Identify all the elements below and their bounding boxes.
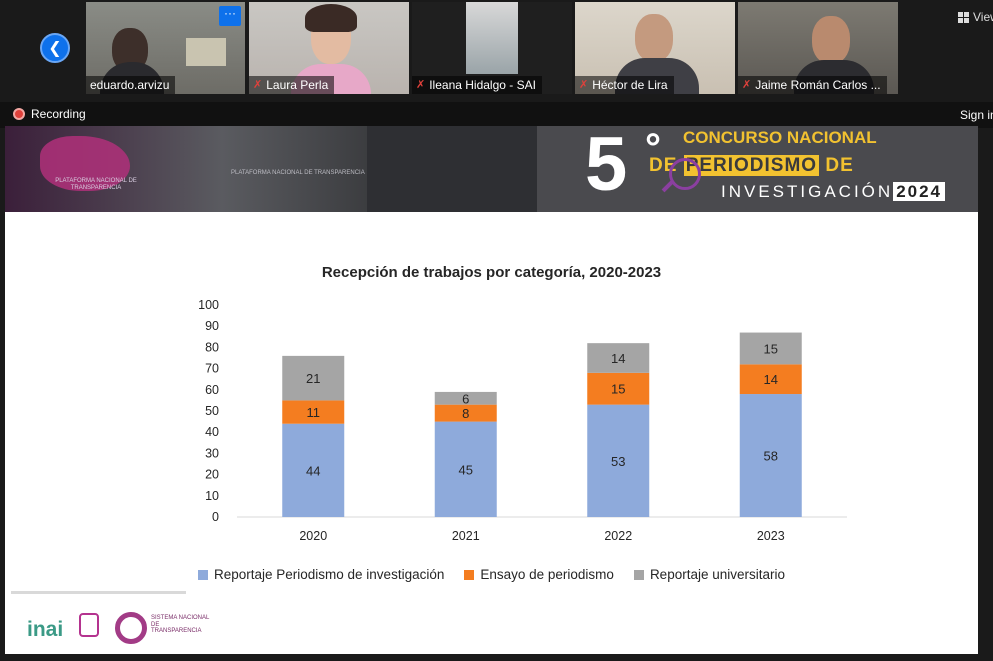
previous-page-button[interactable]: ❮	[40, 33, 70, 63]
record-icon	[13, 108, 25, 120]
inai-logo: inai	[27, 618, 64, 641]
snt-logo-text: SISTEMA NACIONAL DE TRANSPARENCIA	[151, 615, 210, 634]
chart-legend: Reportaje Periodismo de investigación En…	[5, 567, 978, 582]
slide-banner: PLATAFORMA NACIONAL DE TRANSPARENCIA PLA…	[5, 126, 978, 212]
data-label: 11	[307, 405, 321, 420]
footer-divider	[11, 591, 186, 594]
y-tick-label: 10	[205, 489, 219, 503]
more-options-button[interactable]: ···	[219, 6, 241, 26]
bar-segment	[739, 364, 802, 395]
chart-title: Recepción de trabajos por categoría, 202…	[321, 264, 662, 281]
data-label: 6	[462, 391, 469, 406]
sign-in-link[interactable]: Sign in	[960, 108, 993, 122]
data-label: 45	[459, 462, 473, 477]
participant-tile[interactable]: ✗ Ileana Hidalgo - SAI	[412, 2, 572, 94]
legend-item: Ensayo de periodismo	[464, 567, 614, 582]
legend-item: Reportaje Periodismo de investigación	[197, 567, 444, 582]
y-tick-label: 90	[205, 319, 219, 333]
banner-image-mid	[367, 126, 537, 212]
bar-segment	[434, 421, 497, 517]
muted-mic-icon: ✗	[416, 79, 426, 91]
y-tick-label: 100	[198, 298, 219, 312]
chevron-left-icon: ❮	[48, 40, 62, 57]
bar-segment	[282, 423, 345, 517]
y-tick-label: 80	[205, 340, 219, 354]
muted-mic-icon: ✗	[742, 79, 752, 91]
participant-tile[interactable]: ✗ Laura Perla	[249, 2, 409, 94]
participant-tile[interactable]: ··· eduardo.arvizu	[86, 2, 245, 94]
data-label: 15	[611, 382, 625, 397]
stacked-bar-chart: 0 10 20 30 40 50 60 70 80 90 100 44 11 21 2020 45 86 2021…	[198, 298, 847, 543]
recording-bar: Recording Sign in	[0, 102, 993, 128]
data-label: 58	[764, 449, 778, 464]
magnifier-icon	[669, 158, 701, 190]
participant-tile[interactable]: ✗ Jaime Román Carlos ...	[738, 2, 898, 94]
bar-segment	[282, 355, 345, 401]
legend-swatch	[464, 569, 475, 580]
participant-name: ✗ Héctor de Lira	[575, 76, 674, 94]
muted-mic-icon: ✗	[253, 79, 263, 91]
data-label: 14	[611, 351, 625, 366]
data-label: 21	[306, 371, 320, 386]
y-tick-label: 20	[205, 468, 219, 482]
data-label: 14	[764, 372, 778, 387]
inai-logo-mark	[79, 613, 99, 637]
data-label: 44	[306, 463, 320, 478]
brush-stroke-graphic	[40, 136, 130, 191]
y-tick-label: 70	[205, 362, 219, 376]
bar-segment	[739, 332, 802, 365]
participant-name: eduardo.arvizu	[86, 76, 176, 94]
legend-swatch	[633, 569, 644, 580]
data-label: 8	[462, 406, 469, 421]
bar-segment	[587, 343, 650, 373]
banner-line1: CONCURSO NACIONAL	[683, 128, 877, 147]
y-tick-label: 60	[205, 383, 219, 397]
degree-symbol: °	[645, 126, 661, 170]
y-tick-label: 50	[205, 404, 219, 418]
bar-segment	[587, 372, 650, 405]
recording-indicator[interactable]: Recording	[13, 107, 86, 121]
bar-segment	[434, 391, 497, 405]
bar-segment	[587, 404, 650, 517]
y-tick-label: 0	[212, 510, 219, 524]
bottom-toolbar-edge	[0, 654, 993, 661]
edition-number: 5	[585, 126, 628, 207]
data-label: 15	[764, 341, 778, 356]
x-tick-label: 2021	[452, 529, 480, 543]
data-label: 53	[611, 454, 625, 469]
platform-caption-2: PLATAFORMA NACIONAL DE TRANSPARENCIA	[231, 170, 365, 176]
participant-name: ✗ Laura Perla	[249, 76, 335, 94]
x-tick-label: 2020	[299, 529, 327, 543]
y-tick-label: 30	[205, 446, 219, 460]
legend-item: Reportaje universitario	[633, 567, 785, 582]
snt-logo	[115, 612, 147, 644]
x-tick-label: 2023	[757, 529, 785, 543]
bar-segment	[739, 394, 802, 517]
x-tick-label: 2022	[604, 529, 632, 543]
participant-tile[interactable]: ✗ Héctor de Lira	[575, 2, 735, 94]
platform-caption: PLATAFORMA NACIONAL DE TRANSPARENCIA	[55, 178, 137, 191]
bar-segment	[282, 400, 345, 424]
view-button[interactable]: View	[958, 10, 993, 24]
muted-mic-icon: ✗	[579, 79, 589, 91]
participant-name: ✗ Jaime Román Carlos ...	[738, 76, 887, 94]
banner-line2: DE PERIODISMO DE	[649, 155, 854, 176]
grid-view-icon	[958, 11, 969, 23]
legend-swatch	[197, 569, 208, 580]
banner-line3: INVESTIGACIÓN 2024	[721, 182, 946, 202]
bar-segment	[434, 404, 497, 422]
shared-screen: PLATAFORMA NACIONAL DE TRANSPARENCIA PLA…	[5, 126, 978, 654]
y-tick-label: 40	[205, 425, 219, 439]
participant-name: ✗ Ileana Hidalgo - SAI	[412, 76, 542, 94]
video-gallery: ❮ ··· eduardo.arvizu ✗ Laura Perla ✗ Ile…	[0, 0, 993, 96]
